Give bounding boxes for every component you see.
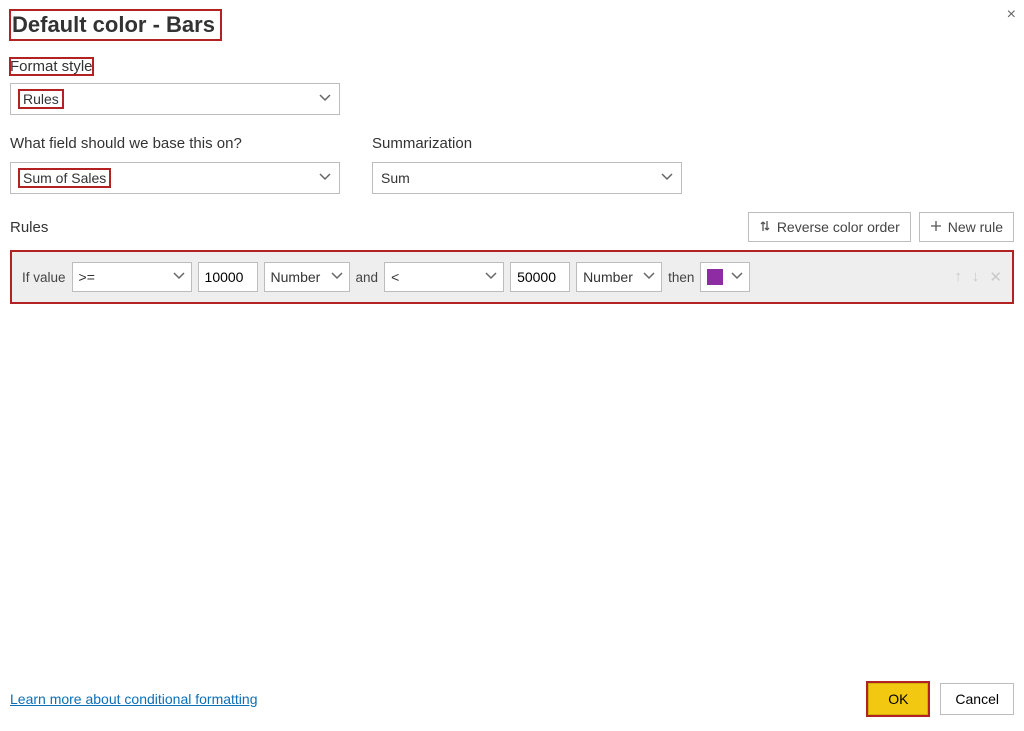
chevron-down-icon <box>643 269 655 285</box>
move-down-icon[interactable]: ↓ <box>972 268 980 286</box>
rule-type2-dropdown[interactable]: Number <box>576 262 662 292</box>
chevron-down-icon <box>331 269 343 285</box>
rule-type1-value: Number <box>271 269 321 285</box>
base-field-group: What field should we base this on? Sum o… <box>10 135 340 194</box>
base-field-value: Sum of Sales <box>19 169 110 187</box>
chevron-down-icon <box>661 170 673 186</box>
rule-row-container: If value >= Number and < Number then <box>10 250 1014 304</box>
rule-op2-dropdown[interactable]: < <box>384 262 504 292</box>
conditional-format-dialog: × Default color - Bars Format style Rule… <box>0 0 1024 731</box>
rule-op1-dropdown[interactable]: >= <box>72 262 192 292</box>
dialog-footer: Learn more about conditional formatting … <box>10 681 1014 717</box>
cancel-button[interactable]: Cancel <box>940 683 1014 715</box>
plus-icon <box>930 219 942 235</box>
rule-type1-dropdown[interactable]: Number <box>264 262 350 292</box>
chevron-down-icon <box>173 269 185 285</box>
rule-val1-input[interactable] <box>198 262 258 292</box>
summarization-group: Summarization Sum <box>372 135 682 194</box>
ok-button[interactable]: OK <box>868 683 928 715</box>
chevron-down-icon <box>485 269 497 285</box>
new-rule-label: New rule <box>948 219 1003 235</box>
summarization-value: Sum <box>381 170 410 186</box>
rule-color-picker[interactable] <box>700 262 750 292</box>
chevron-down-icon <box>731 269 743 285</box>
rule-op1-value: >= <box>79 269 95 285</box>
delete-rule-icon[interactable]: ✕ <box>989 268 1002 286</box>
summarization-dropdown[interactable]: Sum <box>372 162 682 194</box>
chevron-down-icon <box>319 91 331 107</box>
rules-label: Rules <box>10 219 48 236</box>
move-up-icon[interactable]: ↑ <box>954 268 962 286</box>
base-field-label: What field should we base this on? <box>10 135 340 152</box>
learn-more-link[interactable]: Learn more about conditional formatting <box>10 691 257 707</box>
rule-type2-value: Number <box>583 269 633 285</box>
close-icon[interactable]: × <box>1007 6 1016 24</box>
base-field-dropdown[interactable]: Sum of Sales <box>10 162 340 194</box>
and-label: and <box>356 270 379 285</box>
summarization-label: Summarization <box>372 135 682 152</box>
reverse-color-order-label: Reverse color order <box>777 219 900 235</box>
dialog-title: Default color - Bars <box>10 10 221 40</box>
format-style-value: Rules <box>19 90 63 108</box>
then-label: then <box>668 270 694 285</box>
chevron-down-icon <box>319 170 331 186</box>
color-swatch <box>707 269 723 285</box>
rule-val2-input[interactable] <box>510 262 570 292</box>
rule-actions: ↑ ↓ ✕ <box>954 268 1002 286</box>
reverse-color-order-button[interactable]: Reverse color order <box>748 212 911 242</box>
format-style-label: Format style <box>10 58 93 75</box>
if-value-label: If value <box>22 270 66 285</box>
format-style-dropdown[interactable]: Rules <box>10 83 340 115</box>
rule-op2-value: < <box>391 269 399 285</box>
rule-row: If value >= Number and < Number then <box>12 252 1012 302</box>
swap-icon <box>759 219 771 235</box>
new-rule-button[interactable]: New rule <box>919 212 1014 242</box>
